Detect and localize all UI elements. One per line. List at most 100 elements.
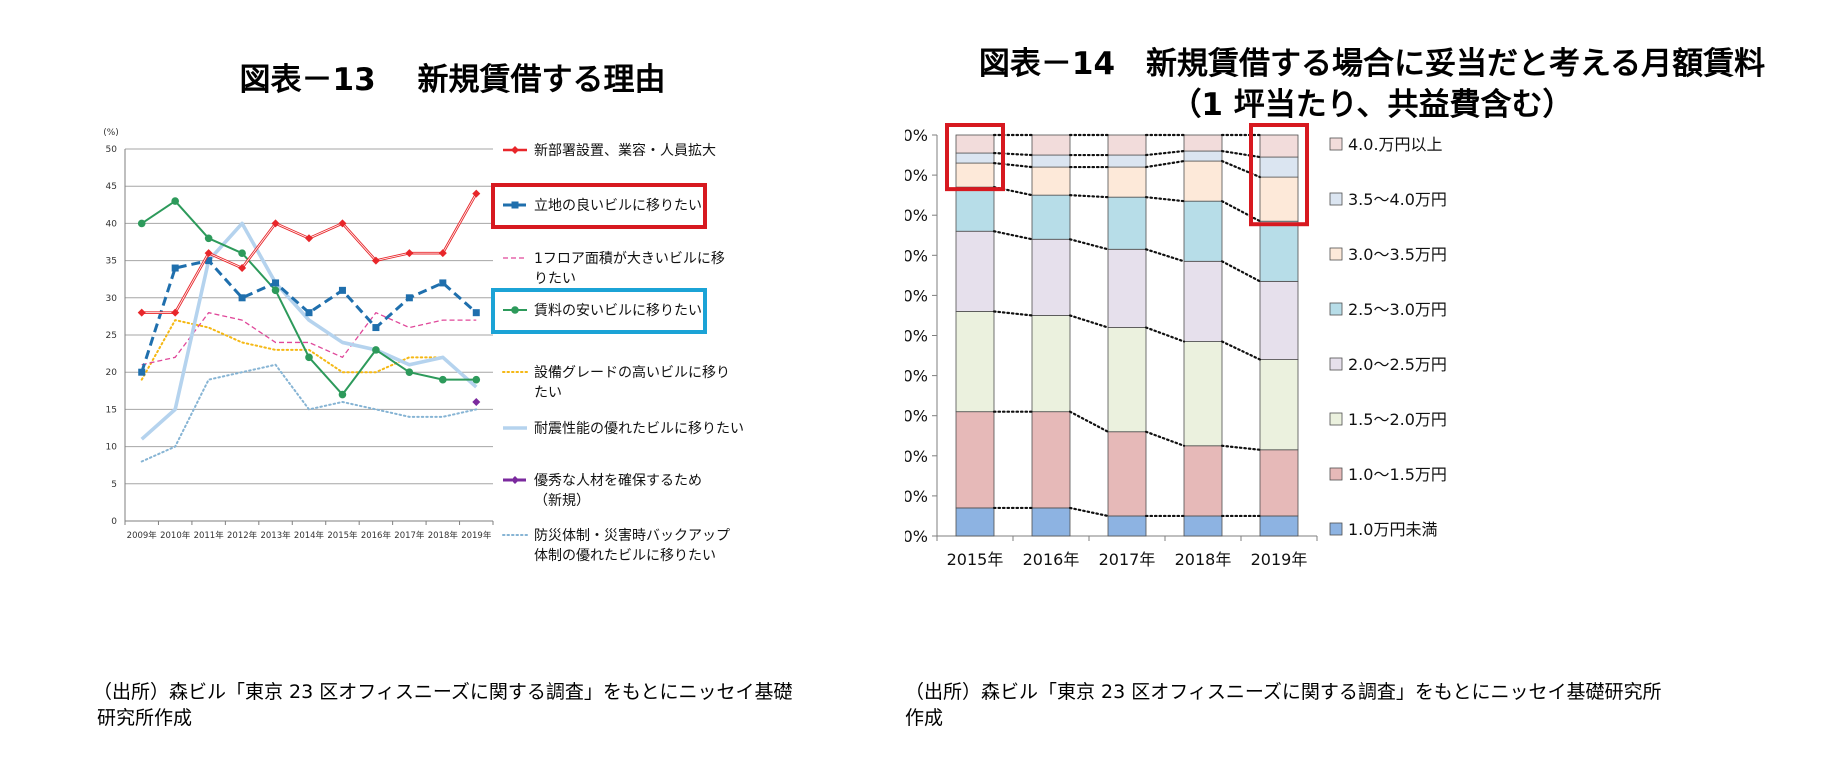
data-point-3-4 bbox=[271, 286, 280, 295]
bar-y-tick-label-4: 40% bbox=[905, 367, 928, 386]
bar-segment-1-7 bbox=[1031, 134, 1071, 156]
bar-segment-4-6 bbox=[1259, 156, 1299, 178]
connector-line-4-1 bbox=[1068, 238, 1110, 251]
data-point-1-6 bbox=[338, 286, 346, 294]
bar-segment-3-6 bbox=[1183, 150, 1223, 162]
series-2 bbox=[141, 312, 477, 366]
bar-legend-swatch-5 bbox=[1329, 247, 1343, 261]
bar-y-tick-label-6: 60% bbox=[905, 286, 928, 305]
bar-segment-3-2 bbox=[1183, 341, 1223, 447]
bar-segment-0-6 bbox=[955, 152, 995, 164]
x-tick-label-0: 2009年 bbox=[127, 530, 158, 541]
right-chart-panel: 図表－14 新規賃借する場合に妥当だと考える月額賃料 （1 坪当たり、共益費含む… bbox=[905, 0, 1839, 758]
x-tick-label-5: 2014年 bbox=[294, 530, 325, 541]
bar-x-tick-label-0: 2015年 bbox=[947, 550, 1004, 569]
legend-highlight-box-3 bbox=[491, 288, 707, 334]
legend-label-7: 防災体制・災害時バックアップ bbox=[534, 528, 730, 544]
connector-line-1-1 bbox=[1068, 506, 1110, 518]
bar-legend-swatch-6 bbox=[1329, 192, 1343, 206]
bar-segment-1-5 bbox=[1031, 166, 1071, 196]
series-4 bbox=[140, 319, 444, 381]
left-source-line2: 研究所作成 bbox=[97, 707, 193, 729]
data-point-3-5 bbox=[305, 353, 313, 362]
bar-segment-2-7 bbox=[1107, 134, 1147, 156]
data-point-1-1 bbox=[171, 264, 179, 272]
bar-segment-0-4 bbox=[955, 186, 995, 232]
data-point-1-10 bbox=[472, 309, 480, 317]
y-tick-label-1: 5 bbox=[111, 480, 117, 490]
y-tick-label-6: 30 bbox=[106, 294, 118, 304]
bar-legend-item-2: 1.5～2.0万円 bbox=[1329, 410, 1447, 429]
bar-legend-item-5: 3.0～3.5万円 bbox=[1329, 245, 1447, 264]
bar-x-tick-label-3: 2018年 bbox=[1175, 550, 1232, 569]
legend-item-0: 新部署設置、業容・人員拡大 bbox=[503, 142, 716, 159]
data-point-1-2 bbox=[205, 257, 213, 265]
x-tick-label-3: 2012年 bbox=[227, 530, 258, 541]
connector-line-3-1 bbox=[1068, 314, 1110, 329]
legend-highlight-box-1 bbox=[491, 183, 707, 229]
data-point-3-6 bbox=[338, 390, 347, 399]
data-point-3-7 bbox=[372, 346, 380, 354]
y-tick-label-10: 50 bbox=[106, 145, 118, 155]
legend-label-2-cont: りたい bbox=[534, 271, 576, 287]
data-point-0-7 bbox=[371, 256, 380, 265]
series-1 bbox=[138, 257, 480, 376]
right-source-line2: 作成 bbox=[905, 707, 944, 729]
bar-y-tick-label-0: 0% bbox=[905, 527, 928, 546]
connector-line-3-3 bbox=[1220, 340, 1262, 361]
bar-segment-0-7 bbox=[955, 134, 995, 154]
bar-segment-4-1 bbox=[1259, 449, 1299, 517]
x-tick-label-9: 2018年 bbox=[428, 530, 459, 541]
bar-legend-label-7: 4.0.万円以上 bbox=[1348, 135, 1443, 154]
bar-y-tick-label-5: 50% bbox=[905, 327, 928, 346]
data-point-0-9 bbox=[438, 249, 447, 258]
data-point-0-1 bbox=[171, 308, 180, 317]
bar-segment-3-1 bbox=[1183, 445, 1223, 517]
data-point-3-8 bbox=[405, 368, 414, 377]
bar-y-tick-label-8: 80% bbox=[905, 206, 928, 225]
legend-label-3: 賃料の安いビルに移りたい bbox=[534, 303, 702, 319]
bar-segment-2-4 bbox=[1107, 196, 1147, 250]
bar-segment-2-6 bbox=[1107, 154, 1147, 168]
bar-x-tick-label-1: 2016年 bbox=[1023, 550, 1080, 569]
bar-segment-1-1 bbox=[1031, 411, 1071, 509]
bar-segment-4-0 bbox=[1259, 515, 1299, 537]
bar-segment-1-3 bbox=[1031, 238, 1071, 316]
data-point-1-0 bbox=[138, 368, 146, 376]
legend-label-5: 耐震性能の優れたビルに移りたい bbox=[534, 421, 744, 437]
bar-segment-4-3 bbox=[1259, 280, 1299, 360]
x-tick-label-6: 2015年 bbox=[327, 530, 358, 541]
bar-segment-2-2 bbox=[1107, 327, 1147, 433]
bar-segment-0-3 bbox=[955, 230, 995, 312]
bar-segment-2-1 bbox=[1107, 431, 1147, 517]
connector-line-6-2 bbox=[1144, 159, 1186, 169]
legend-item-5: 耐震性能の優れたビルに移りたい bbox=[503, 421, 744, 437]
y-tick-label-8: 40 bbox=[106, 219, 118, 229]
bar-y-tick-label-3: 30% bbox=[905, 407, 928, 426]
bar-segment-3-7 bbox=[1183, 134, 1223, 152]
bar-stack-4 bbox=[1259, 134, 1299, 537]
x-tick-label-8: 2017年 bbox=[394, 530, 425, 541]
data-point-3-10 bbox=[472, 375, 481, 384]
legend-label-7-cont: 体制の優れたビルに移りたい bbox=[534, 548, 716, 564]
bar-stack-3 bbox=[1183, 134, 1223, 537]
bar-legend-swatch-4 bbox=[1329, 302, 1343, 316]
bar-stack-1 bbox=[1031, 134, 1071, 537]
data-point-3-1 bbox=[171, 197, 179, 205]
connector-line-6-3 bbox=[1220, 159, 1262, 179]
connector-line-7-3 bbox=[1220, 149, 1262, 159]
bar-legend-item-0: 1.0万円未満 bbox=[1329, 520, 1437, 539]
bar-segment-0-0 bbox=[955, 507, 995, 537]
right-source-line1: （出所）森ビル「東京 23 区オフィスニーズに関する調査」をもとにニッセイ基礎研… bbox=[905, 681, 1662, 703]
data-point-0-10 bbox=[472, 189, 481, 198]
left-chart-title: 図表－13 新規賃借する理由 bbox=[239, 62, 666, 98]
data-point-1-7 bbox=[372, 324, 380, 332]
y-tick-label-7: 35 bbox=[106, 257, 117, 267]
left-source-line1: （出所）森ビル「東京 23 区オフィスニーズに関する調査」をもとにニッセイ基礎 bbox=[93, 681, 793, 703]
connector-line-4-2 bbox=[1144, 248, 1186, 263]
data-point-3-0 bbox=[137, 219, 146, 228]
y-tick-label-0: 0 bbox=[111, 517, 117, 527]
bar-legend-label-4: 2.5～3.0万円 bbox=[1348, 300, 1447, 319]
right-chart-title-line1: 図表－14 新規賃借する場合に妥当だと考える月額賃料 bbox=[978, 46, 1766, 82]
